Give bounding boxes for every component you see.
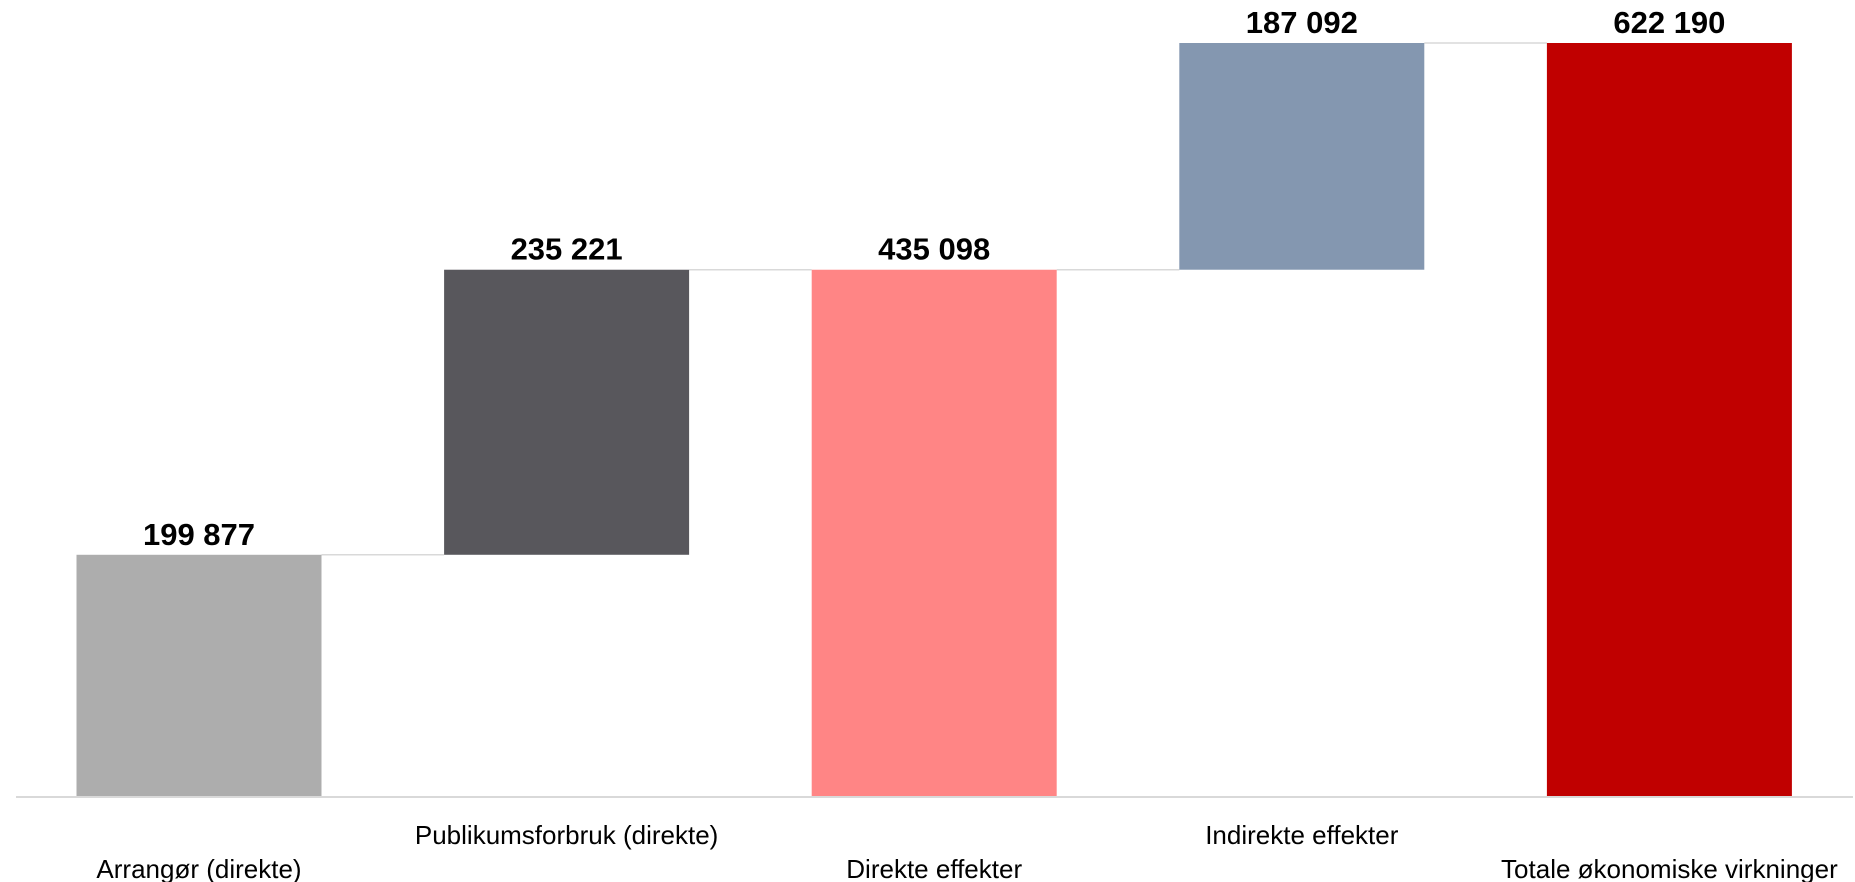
bar-4 bbox=[1179, 43, 1425, 270]
data-label-1: 199 877 bbox=[143, 517, 255, 552]
bar-5 bbox=[1546, 43, 1792, 797]
x-tick-label-3: Direkte effekter bbox=[846, 854, 1022, 882]
data-label-3: 435 098 bbox=[878, 232, 990, 267]
data-label-5: 622 190 bbox=[1613, 5, 1725, 40]
x-tick-label-2: Publikumsforbruk (direkte) bbox=[415, 820, 718, 850]
data-label-4: 187 092 bbox=[1246, 5, 1358, 40]
x-tick-label-4: Indirekte effekter bbox=[1205, 820, 1399, 850]
bar-1 bbox=[76, 554, 322, 797]
bar-3 bbox=[811, 269, 1057, 797]
x-tick-label-5: Totale økonomiske virkninger bbox=[1501, 854, 1838, 882]
bar-2 bbox=[444, 269, 690, 555]
data-label-2: 235 221 bbox=[511, 232, 623, 267]
x-tick-label-1: Arrangør (direkte) bbox=[96, 854, 301, 882]
